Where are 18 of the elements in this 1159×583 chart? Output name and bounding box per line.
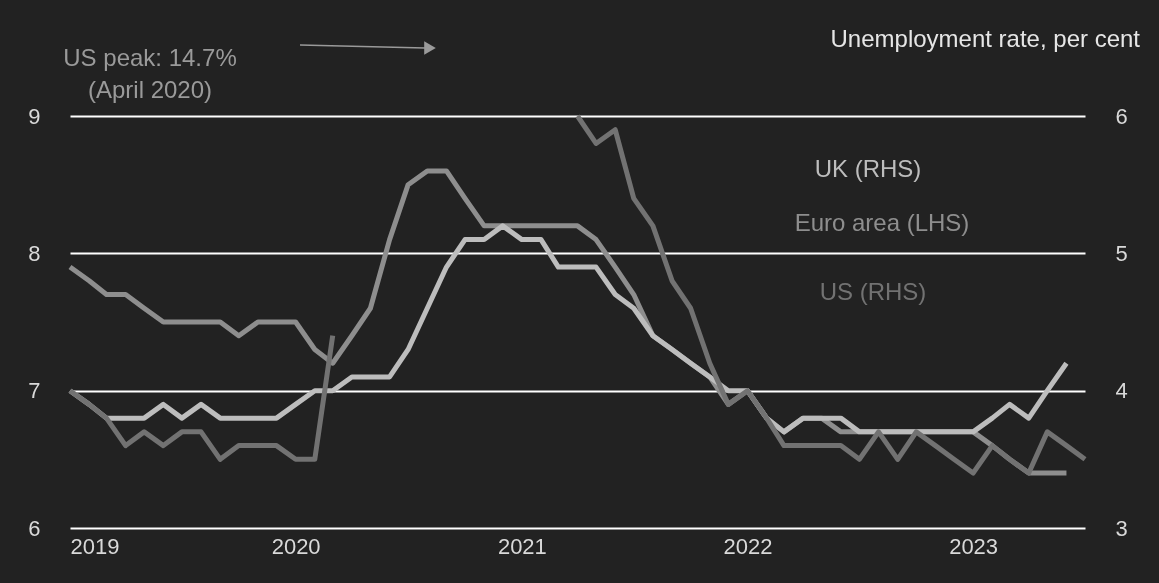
text: US peak: 14.7% (April 2020) (63, 44, 237, 103)
y2-tick-label: 6 (1115, 103, 1128, 129)
y2-tick-label: 4 (1115, 378, 1128, 404)
y-tick-label: 9 (28, 103, 41, 129)
chart-title: Unemployment rate, per cent (830, 25, 1141, 52)
y2-tick-label: 5 (1115, 240, 1128, 266)
x-tick-label: 2021 (497, 533, 547, 559)
x-tick-label: 2019 (70, 533, 120, 559)
y-tick-label: 6 (28, 515, 41, 541)
x-tick-label: 2023 (949, 533, 999, 559)
text: US (RHS) (819, 278, 927, 305)
x-tick-label: 2022 (723, 533, 773, 559)
y-tick-label: 7 (28, 378, 41, 404)
y-tick-label: 8 (28, 240, 41, 266)
x-tick-label: 2020 (271, 533, 321, 559)
y2-tick-label: 3 (1115, 515, 1128, 541)
text: UK (RHS) (814, 155, 922, 182)
text: Euro area (LHS) (794, 209, 970, 236)
